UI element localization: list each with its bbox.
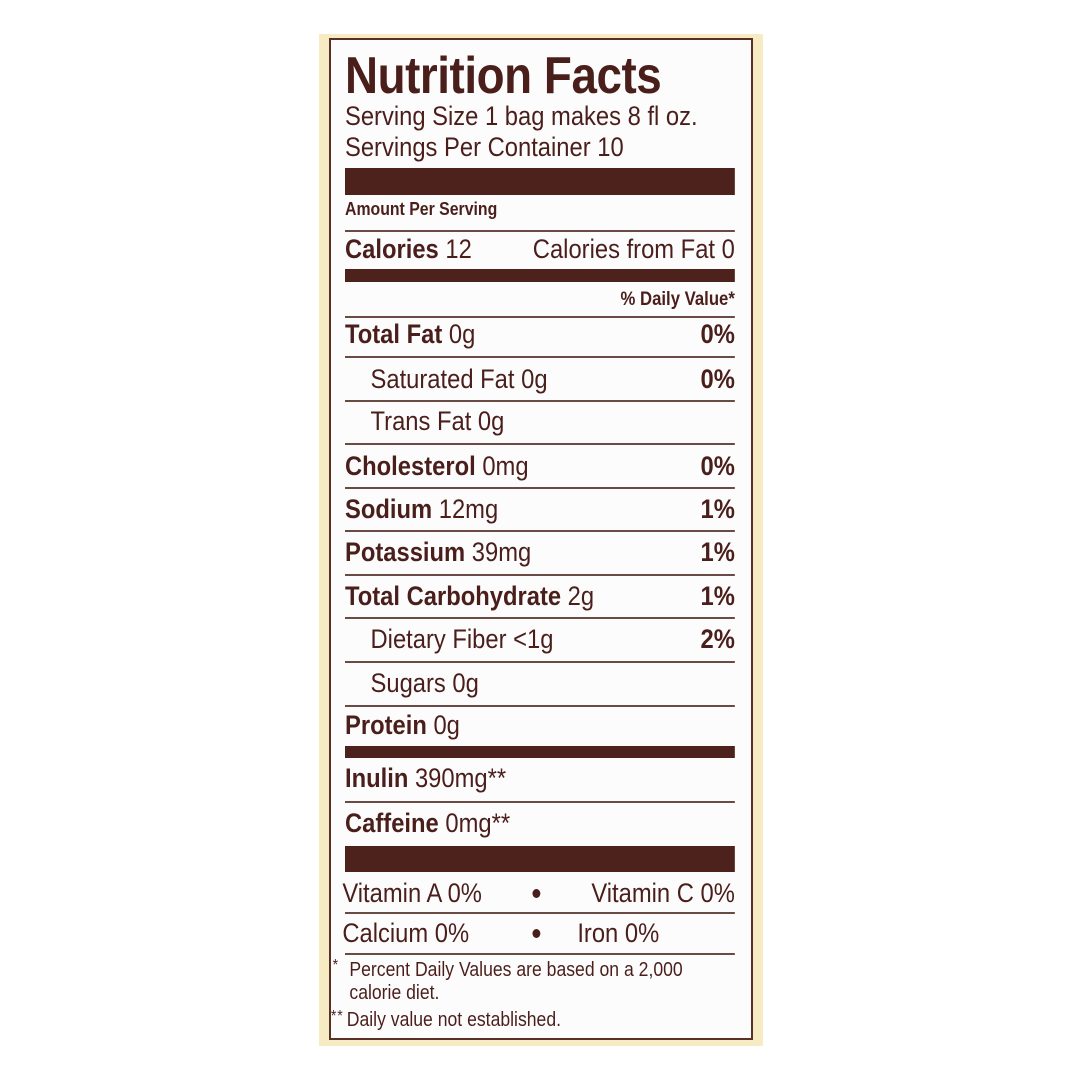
- divider-line: [345, 953, 735, 955]
- nutrient-amount: 0mg**: [445, 807, 511, 838]
- footnote-percent-line2: calorie diet.: [349, 982, 440, 1004]
- divider-line: [345, 617, 735, 619]
- calories-value: 12: [445, 233, 472, 264]
- other-row-inulin: Inulin 390mg**: [345, 763, 735, 793]
- nutrient-row-potassium: Potassium 39mg 1%: [345, 537, 735, 567]
- nutrient-row-saturated-fat: Saturated Fat 0g 0%: [345, 364, 735, 394]
- iron: Iron 0%: [577, 918, 660, 948]
- calories-label: Calories: [345, 233, 439, 264]
- amount-per-serving: Amount Per Serving: [345, 199, 498, 219]
- nutrient-amount: 39mg: [471, 536, 532, 567]
- footnote-star: *: [332, 957, 339, 974]
- footnote-double-star: **: [330, 1008, 344, 1025]
- daily-value-header-text: % Daily Value*: [620, 289, 735, 310]
- nutrient-row-cholesterol: Cholesterol 0mg 0%: [345, 451, 735, 481]
- divider-bar: [345, 846, 735, 872]
- calcium: Calcium 0%: [342, 918, 470, 948]
- divider-line: [345, 400, 735, 402]
- divider-line: [345, 443, 735, 445]
- divider-line: [345, 530, 735, 532]
- nutrient-row-sugars: Sugars 0g: [345, 668, 735, 698]
- vitamin-row: Vitamin A 0% Vitamin C 0%: [342, 878, 735, 908]
- nutrient-name: Sodium: [345, 493, 433, 524]
- nutrient-name: Total Fat: [345, 318, 443, 349]
- nutrient-amount: 0g: [433, 709, 460, 740]
- divider-line: [345, 316, 735, 318]
- nutrient-name: Potassium: [345, 536, 466, 567]
- nutrition-label: [329, 38, 753, 1040]
- calories-row: Calories 12 Calories from Fat 0: [345, 234, 735, 264]
- nutrient-amount: 0mg: [482, 450, 529, 481]
- nutrient-row-total-carbohydrate: Total Carbohydrate 2g 1%: [345, 581, 735, 611]
- nutrient-amount: 390mg**: [414, 762, 507, 793]
- nutrient-row-trans-fat: Trans Fat 0g: [345, 406, 735, 436]
- nutrient-name: Inulin: [345, 762, 409, 793]
- nutrient-row-total-fat: Total Fat 0g 0%: [345, 319, 735, 349]
- footnote-not-established: Daily value not established.: [346, 1009, 562, 1031]
- divider-bar: [345, 168, 735, 195]
- nutrient-dv: 2%: [700, 623, 735, 654]
- divider-line: [345, 661, 735, 663]
- nutrient-amount: 0g: [448, 318, 476, 349]
- nutrient-amount: 2g: [567, 580, 595, 611]
- other-row-caffeine: Caffeine 0mg**: [345, 808, 735, 838]
- divider-bar: [345, 269, 735, 282]
- nutrient-name: Sugars: [370, 667, 446, 698]
- label-title: Nutrition Facts: [345, 47, 662, 105]
- footnote-percent-line1: Percent Daily Values are based on a 2,00…: [349, 959, 683, 981]
- nutrient-dv: 1%: [700, 536, 735, 567]
- nutrient-amount: 0g: [477, 405, 505, 436]
- nutrient-name: Saturated Fat: [370, 363, 515, 394]
- divider-line: [345, 487, 735, 489]
- divider-line: [345, 912, 735, 914]
- nutrient-amount: 0g: [452, 667, 479, 698]
- divider-line: [345, 356, 735, 358]
- nutrient-row-dietary-fiber: Dietary Fiber <1g 2%: [345, 624, 735, 654]
- divider-line: [345, 705, 735, 707]
- divider-line: [345, 574, 735, 576]
- serving-size: Serving Size 1 bag makes 8 fl oz.: [345, 101, 698, 131]
- nutrient-amount: 0g: [521, 363, 548, 394]
- nutrition-facts-content: Nutrition Facts Serving Size 1 bag makes…: [331, 0, 735, 1080]
- nutrient-row-sodium: Sodium 12mg 1%: [345, 494, 735, 524]
- nutrient-name: Dietary Fiber: [370, 623, 507, 654]
- calories-from-fat: Calories from Fat 0: [532, 233, 735, 264]
- nutrient-name: Caffeine: [345, 807, 439, 838]
- nutrient-name: Trans Fat: [370, 405, 472, 436]
- divider-bar: [345, 746, 735, 758]
- nutrient-amount: 12mg: [438, 493, 499, 524]
- bullet-icon: [532, 889, 541, 898]
- nutrient-name: Protein: [345, 709, 427, 740]
- nutrient-name: Total Carbohydrate: [345, 580, 562, 611]
- nutrient-row-protein: Protein 0g: [345, 710, 735, 740]
- servings-per-container: Servings Per Container 10: [345, 132, 624, 162]
- nutrient-name: Cholesterol: [345, 450, 476, 481]
- divider-line: [345, 230, 735, 232]
- vitamin-c: Vitamin C 0%: [591, 878, 735, 908]
- nutrient-dv: 0%: [700, 363, 735, 394]
- nutrient-dv: 0%: [700, 450, 735, 481]
- nutrient-amount: <1g: [513, 623, 554, 654]
- daily-value-header: % Daily Value*: [345, 285, 735, 315]
- nutrient-dv: 1%: [700, 580, 735, 611]
- mineral-row: Calcium 0% Iron 0%: [342, 918, 735, 948]
- vitamin-a: Vitamin A 0%: [342, 878, 482, 908]
- bullet-icon: [532, 929, 541, 938]
- nutrient-dv: 0%: [700, 318, 735, 349]
- nutrient-dv: 1%: [700, 493, 735, 524]
- divider-line: [345, 801, 735, 803]
